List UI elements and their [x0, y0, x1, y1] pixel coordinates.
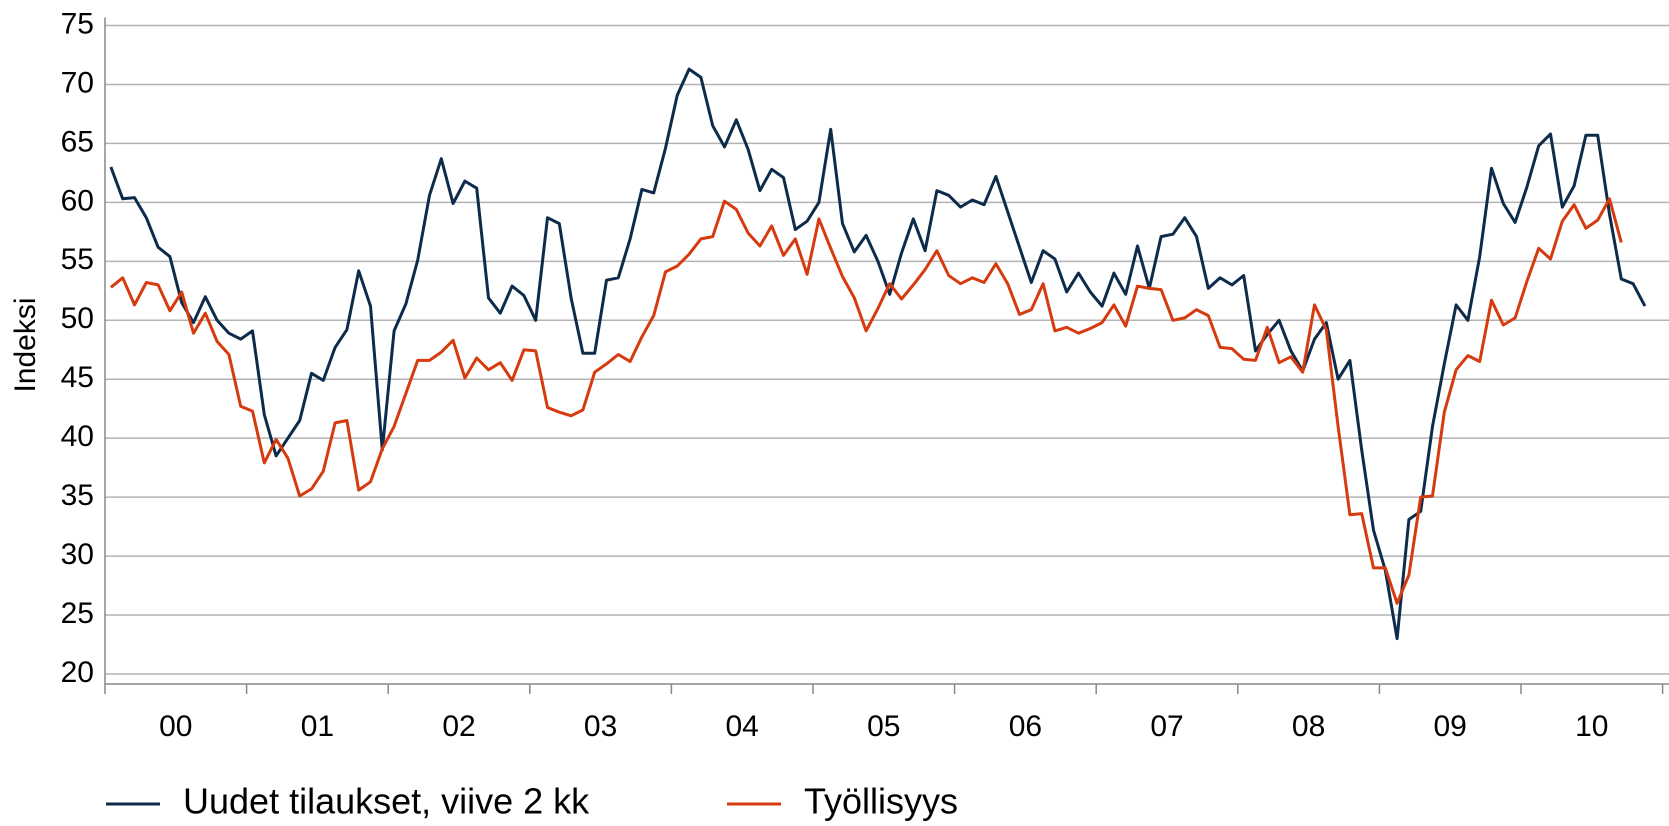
series-line	[109, 67, 1647, 641]
y-tick-label: 35	[61, 479, 94, 512]
x-tick-label: 05	[867, 710, 900, 743]
x-tick-label: 08	[1292, 710, 1325, 743]
y-tick-label: 70	[61, 66, 94, 99]
x-tick-label: 03	[584, 710, 617, 743]
y-tick-label: 30	[61, 538, 94, 571]
legend-label: Uudet tilaukset, viive 2 kk	[183, 781, 590, 822]
y-tick-label: 45	[61, 361, 94, 394]
x-tick-label: 10	[1575, 710, 1608, 743]
x-tick-label: 00	[159, 710, 192, 743]
x-tick-label: 01	[301, 710, 334, 743]
y-axis-label: Indeksi	[9, 297, 42, 392]
y-tick-label: 20	[61, 656, 94, 689]
x-tick-label: 07	[1150, 710, 1183, 743]
x-tick-label: 06	[1009, 710, 1042, 743]
y-tick-label: 55	[61, 243, 94, 276]
x-tick-label: 09	[1434, 710, 1467, 743]
y-tick-label: 75	[61, 7, 94, 40]
y-tick-label: 60	[61, 184, 94, 217]
series-line	[109, 197, 1623, 605]
x-tick-label: 02	[442, 710, 475, 743]
y-tick-label: 65	[61, 125, 94, 158]
legend-label: Työllisyys	[804, 781, 958, 822]
y-tick-label: 40	[61, 420, 94, 453]
x-tick-label: 04	[726, 710, 759, 743]
y-tick-label: 25	[61, 597, 94, 630]
y-tick-label: 50	[61, 302, 94, 335]
